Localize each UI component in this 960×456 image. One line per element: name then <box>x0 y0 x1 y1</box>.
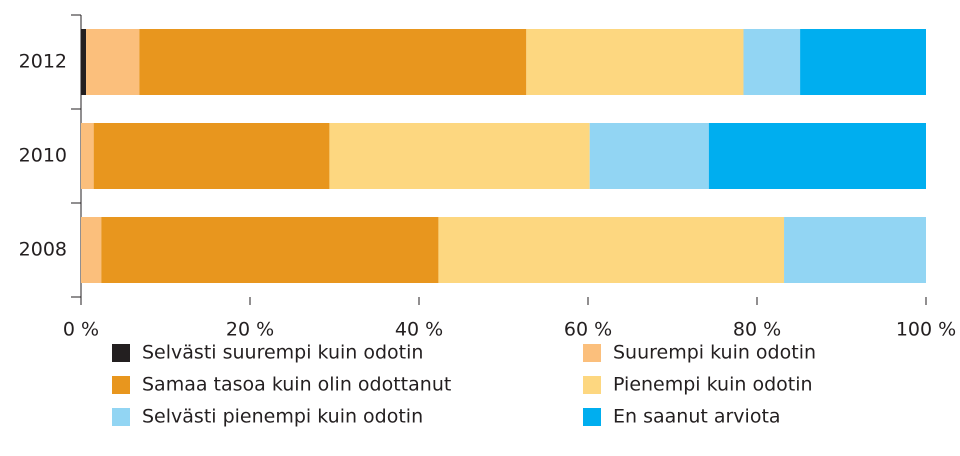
x-tick-label: 80 % <box>733 319 781 341</box>
bar-segment <box>526 29 744 95</box>
legend-swatch <box>112 376 130 394</box>
bar-segment <box>329 123 590 189</box>
x-tick-label: 20 % <box>226 319 274 341</box>
legend-label: En saanut arviota <box>613 406 781 428</box>
legend-swatch <box>583 344 601 362</box>
bar-segment <box>784 217 926 283</box>
x-tick-label: 40 % <box>395 319 443 341</box>
bar-segment <box>589 123 709 189</box>
legend-label: Suurempi kuin odotin <box>613 342 816 364</box>
bar-segment <box>438 217 785 283</box>
legend-swatch <box>112 408 130 426</box>
bar-segment <box>743 29 801 95</box>
bar-segment <box>708 123 926 189</box>
legend-label: Selvästi pienempi kuin odotin <box>142 406 423 428</box>
bar-segment <box>86 29 140 95</box>
legend-swatch <box>112 344 130 362</box>
bar-segment <box>81 123 94 189</box>
x-tick-label: 100 % <box>896 319 956 341</box>
legend-label: Samaa tasoa kuin olin odottanut <box>142 374 451 396</box>
legend-swatch <box>583 376 601 394</box>
bar-segment <box>81 217 102 283</box>
y-tick-label: 2012 <box>19 51 67 73</box>
bar-segment <box>800 29 926 95</box>
y-tick-label: 2008 <box>19 239 67 261</box>
y-tick-label: 2010 <box>19 145 67 167</box>
bar-segment <box>93 123 330 189</box>
legend-label: Selvästi suurempi kuin odotin <box>142 342 423 364</box>
bar-segment <box>81 29 87 95</box>
legend-label: Pienempi kuin odotin <box>613 374 813 396</box>
legend-swatch <box>583 408 601 426</box>
bar-segment <box>101 217 439 283</box>
bar-segment <box>139 29 527 95</box>
x-tick-label: 0 % <box>63 319 99 341</box>
x-tick-label: 60 % <box>564 319 612 341</box>
